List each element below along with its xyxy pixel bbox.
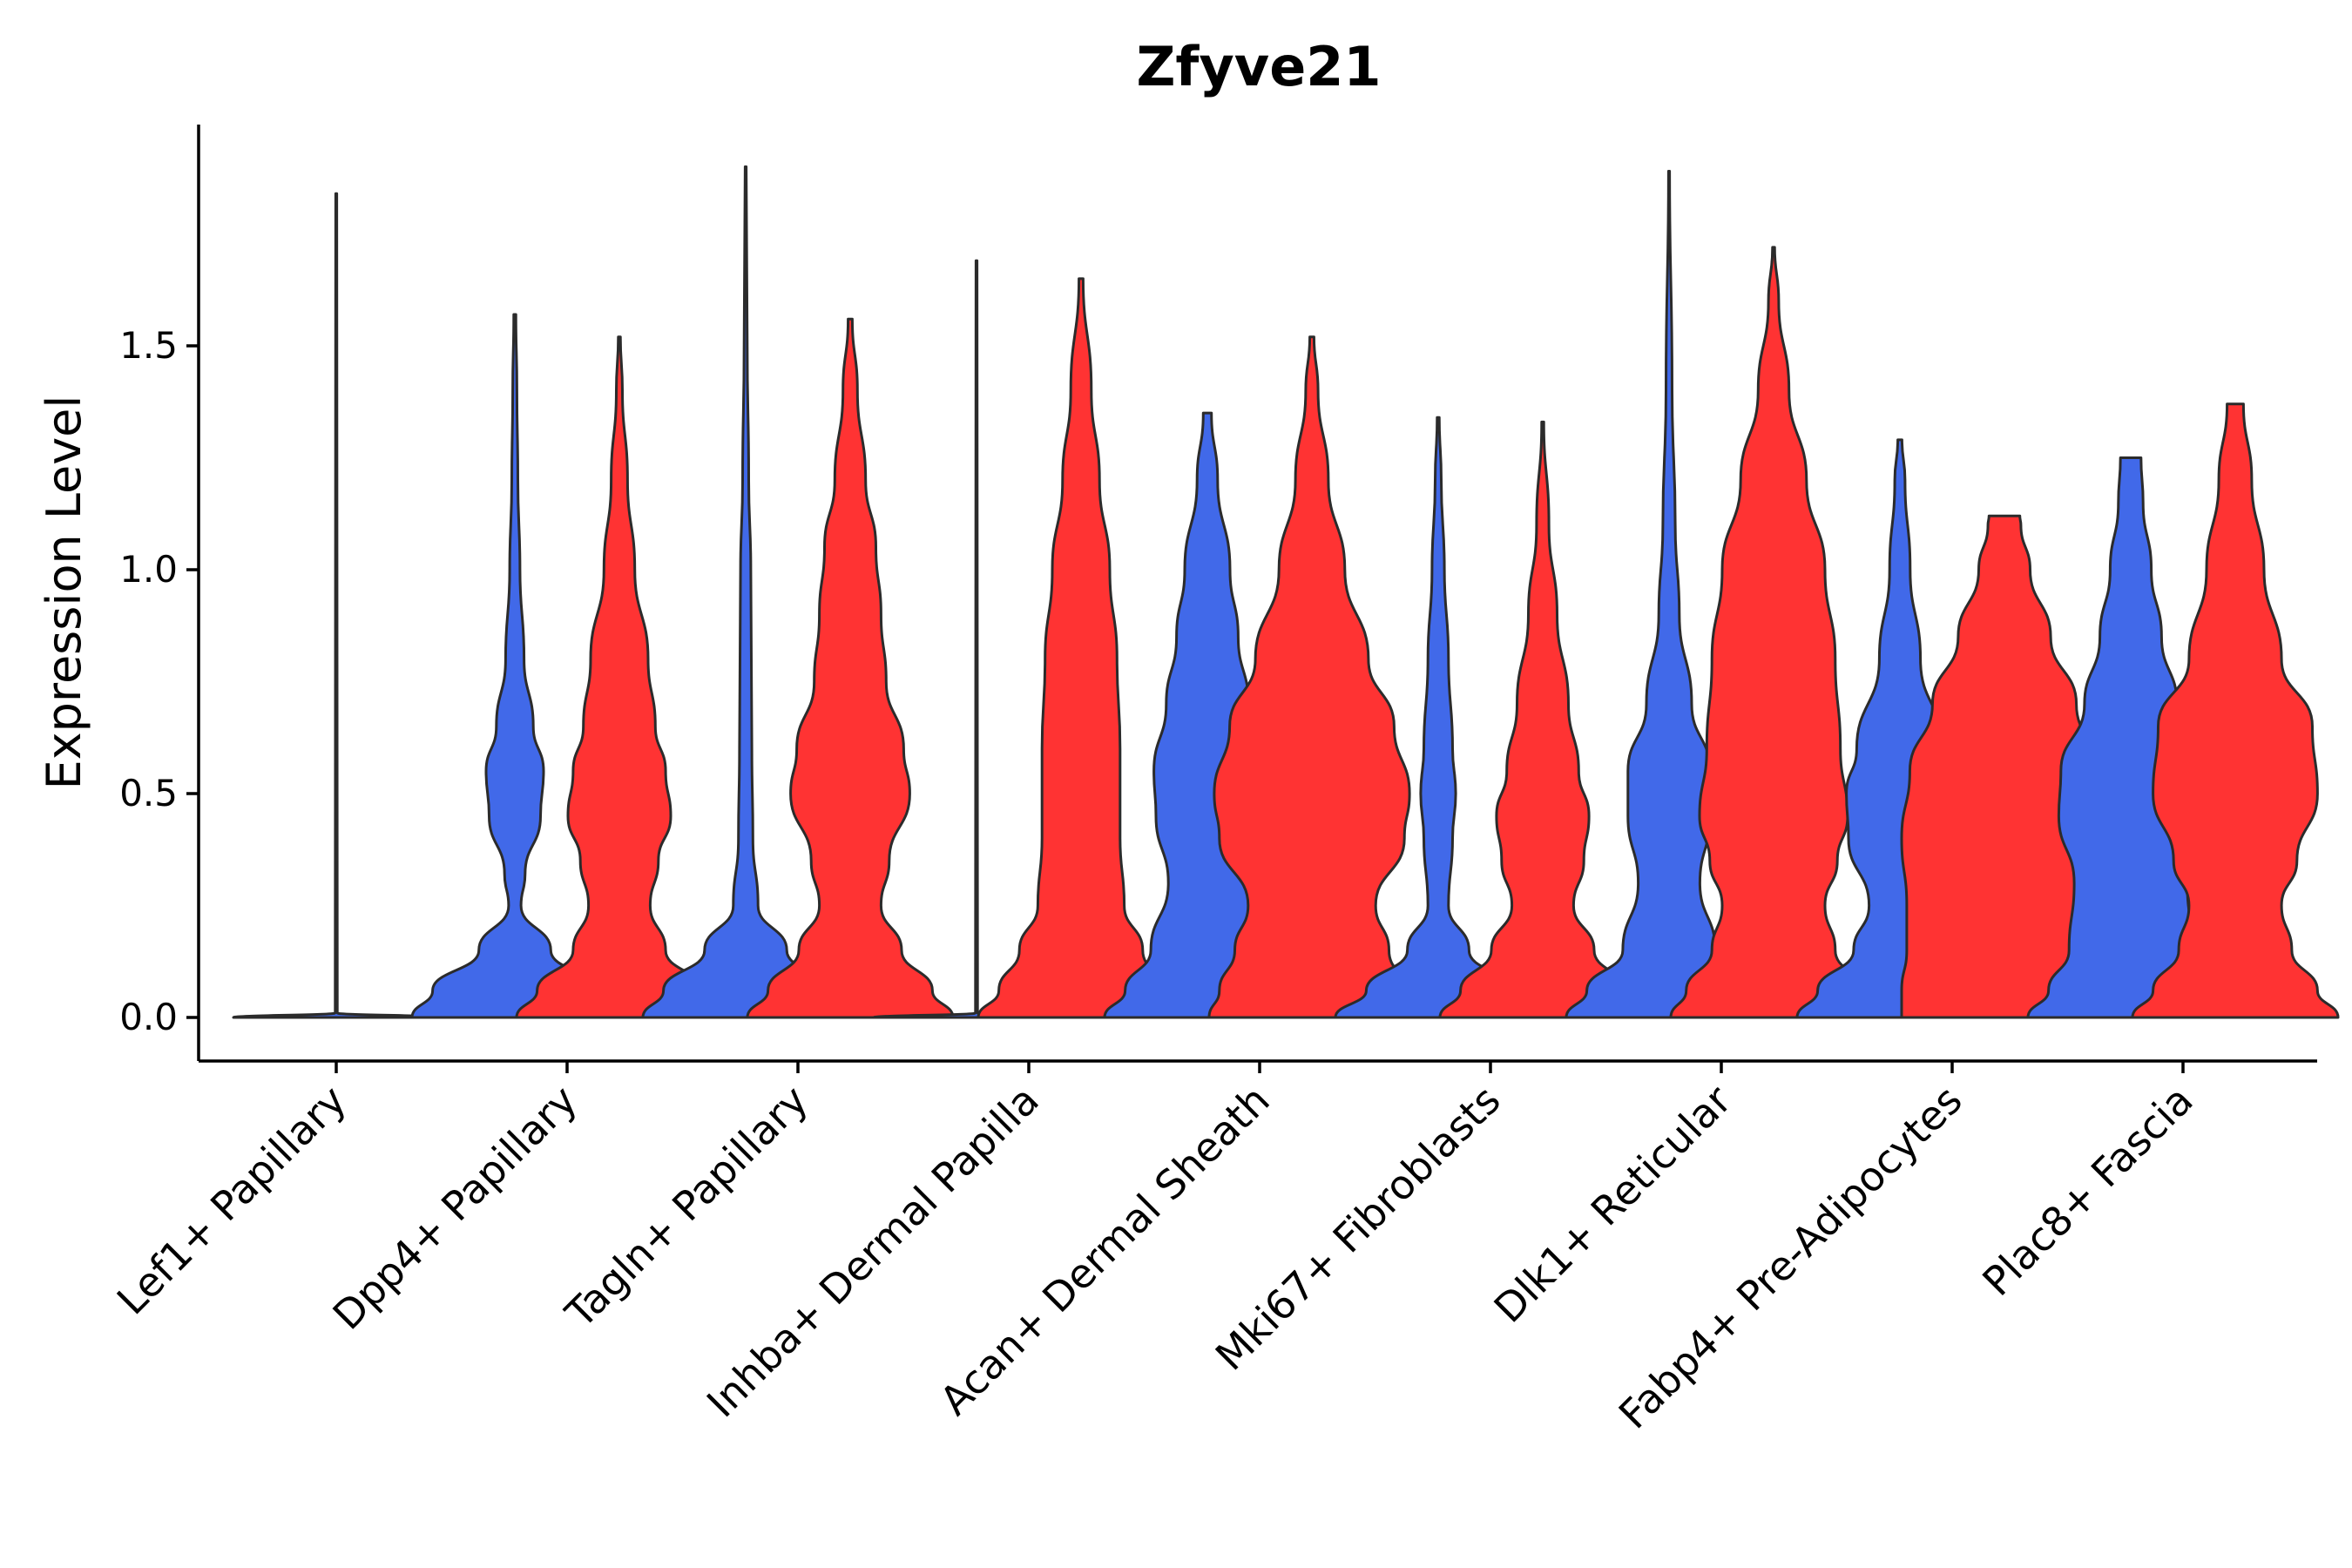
y-tick-label: 0.0 [119, 996, 178, 1038]
violin-group_b-3 [977, 277, 1186, 1019]
violin-group_a-2 [641, 165, 850, 1019]
violin-group_b-1 [515, 335, 724, 1019]
x-tick-label: Plac8+ Fascia [1973, 1077, 2201, 1305]
x-tick-label: Dpp4+ Papillary [324, 1077, 586, 1339]
x-tick-label: Lef1+ Papillary [108, 1077, 355, 1324]
y-axis-label: Expression Level [37, 395, 91, 790]
violin-group_a-1 [410, 313, 619, 1019]
x-tick-label: Dlk1+ Reticular [1485, 1077, 1740, 1332]
violin-group_b-5 [1438, 420, 1647, 1019]
violin-group_a-3 [872, 259, 1081, 1019]
y-tick-label: 1.5 [119, 324, 178, 367]
violin-group_b-4 [1207, 335, 1416, 1019]
y-tick-label: 0.5 [119, 772, 178, 814]
y-axis: 0.0 0.5 1.0 1.5 [119, 125, 200, 1061]
x-tick-label: Tagln+ Papillary [556, 1077, 817, 1338]
violin-group_a-5 [1334, 416, 1543, 1019]
y-tick-label: 1.0 [119, 548, 178, 591]
violin-group_b-6 [1669, 246, 1878, 1019]
violin-group_b-8 [2131, 402, 2340, 1019]
violin-group_a-0 [232, 192, 441, 1019]
violin-group_b-2 [746, 317, 955, 1019]
plot-area [232, 165, 2340, 1019]
chart-title: Zfyve21 [1136, 35, 1381, 98]
